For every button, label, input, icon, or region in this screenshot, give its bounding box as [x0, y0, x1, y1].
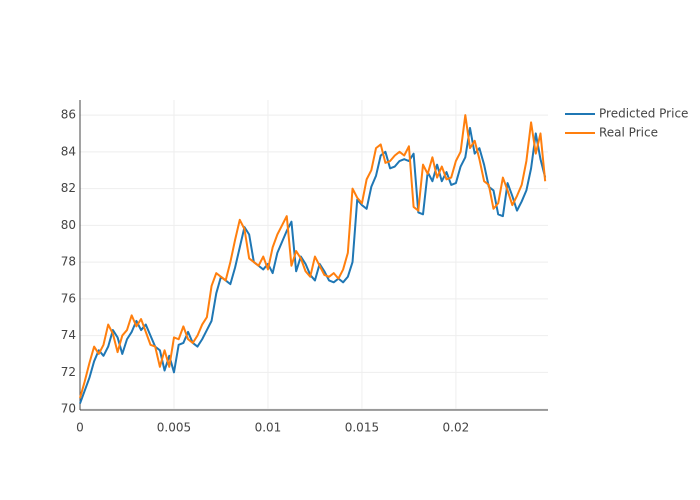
x-tick-label: 0.015 — [345, 421, 379, 435]
y-tick-label: 78 — [61, 255, 76, 269]
series-line — [79, 126, 547, 404]
y-tick-label: 84 — [61, 144, 76, 158]
x-tick-label: 0.005 — [157, 421, 191, 435]
legend-label: Predicted Price — [599, 107, 688, 121]
y-tick-label: 80 — [61, 218, 76, 232]
legend-label: Real Price — [599, 126, 658, 140]
y-tick-label: 82 — [61, 181, 76, 195]
series-line — [79, 114, 547, 399]
x-tick-label: 0.01 — [255, 421, 282, 435]
x-tick-label: 0.02 — [443, 421, 470, 435]
y-tick-label: 86 — [61, 108, 76, 122]
x-tick-label: 0 — [76, 421, 84, 435]
y-tick-label: 72 — [61, 365, 76, 379]
y-tick-label: 74 — [61, 328, 76, 342]
y-tick-label: 70 — [61, 402, 76, 416]
y-tick-label: 76 — [61, 291, 76, 305]
